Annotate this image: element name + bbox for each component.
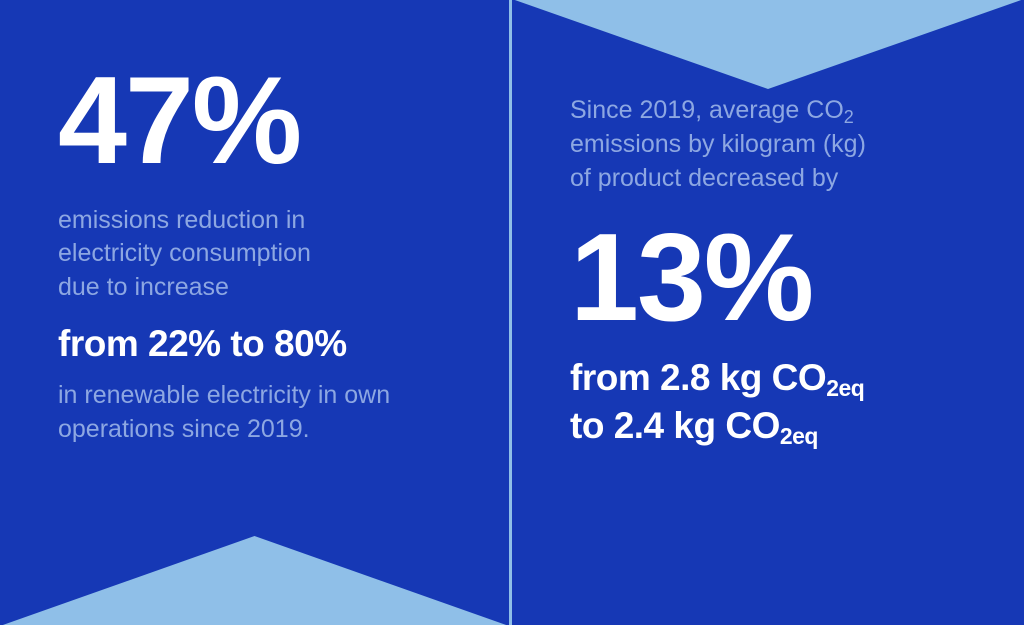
right-desc-1-sub: 2 — [844, 107, 854, 127]
right-stat: 13% — [570, 223, 966, 335]
left-desc-1-line-0: emissions reduction in — [58, 206, 305, 234]
left-desc-1-line-1: electricity consumption — [58, 239, 311, 267]
right-bold-line-1: from 2.8 kg CO2eq — [570, 357, 966, 399]
left-desc-2: in renewable electricity in own operatio… — [58, 379, 451, 447]
right-desc-1-line-1: emissions by kilogram (kg) — [570, 130, 866, 158]
right-bold-line-2: to 2.4 kg CO2eq — [570, 405, 966, 447]
right-desc-1-line-2: of product decreased by — [570, 164, 838, 192]
right-bold-2-prefix: to 2.4 kg CO — [570, 405, 780, 446]
right-bold-1-sub: 2eq — [826, 375, 864, 401]
left-desc-2-line-0: in renewable electricity in own — [58, 381, 390, 409]
left-desc-1: emissions reduction in electricity consu… — [58, 204, 451, 305]
left-desc-1-line-2: due to increase — [58, 273, 229, 301]
right-arrow-down-icon — [512, 0, 1024, 89]
left-stat: 47% — [58, 66, 451, 178]
left-panel: 47% emissions reduction in electricity c… — [0, 0, 512, 625]
right-desc-1: Since 2019, average CO2 emissions by kil… — [570, 94, 966, 195]
infographic-canvas: 47% emissions reduction in electricity c… — [0, 0, 1024, 625]
right-bold-2-sub: 2eq — [780, 423, 818, 449]
left-desc-2-line-1: operations since 2019. — [58, 415, 310, 443]
right-panel: Since 2019, average CO2 emissions by kil… — [512, 0, 1024, 625]
left-arrow-up-icon — [0, 536, 509, 625]
right-bold-1-prefix: from 2.8 kg CO — [570, 357, 826, 398]
right-desc-1-prefix: Since 2019, average CO — [570, 96, 844, 124]
left-bold-line: from 22% to 80% — [58, 323, 451, 365]
